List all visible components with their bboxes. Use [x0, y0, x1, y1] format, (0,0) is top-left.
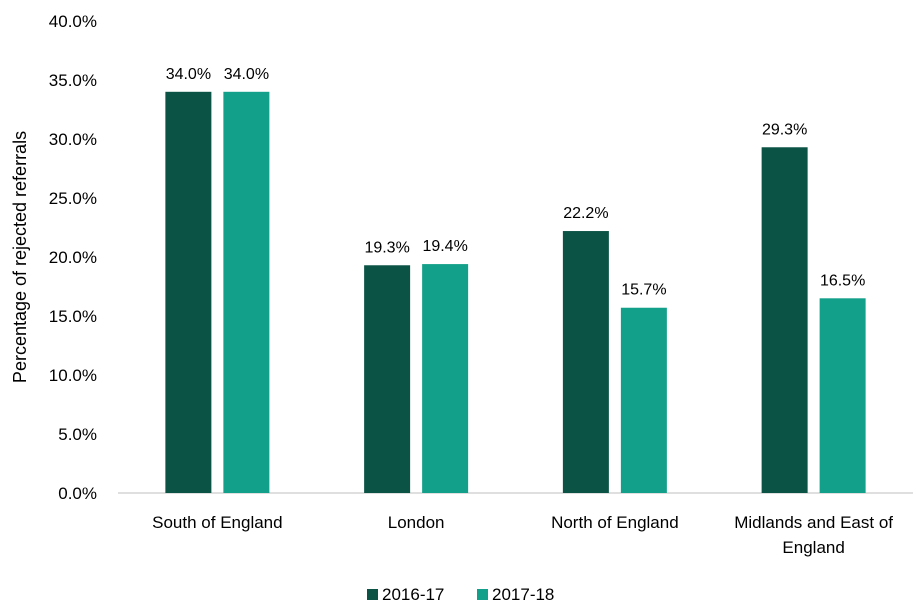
- bar: [165, 91, 212, 494]
- y-axis-ticks: 0.0% 5.0% 10.0% 15.0% 20.0% 25.0% 30.0% 35.0% 40…: [49, 12, 97, 503]
- data-label: 15.7%: [621, 282, 666, 299]
- x-tick-label: North of England: [551, 513, 679, 532]
- x-tick-label: South of England: [152, 513, 282, 532]
- bar: [761, 147, 808, 493]
- y-tick-label: 35.0%: [49, 71, 97, 90]
- data-label: 19.3%: [364, 239, 409, 256]
- y-tick-label: 15.0%: [49, 307, 97, 326]
- x-tick-label: London: [388, 513, 445, 532]
- data-label: 22.2%: [563, 205, 608, 222]
- data-label: 34.0%: [166, 66, 211, 83]
- y-tick-label: 25.0%: [49, 189, 97, 208]
- y-tick-label: 20.0%: [49, 248, 97, 267]
- data-label: 19.4%: [422, 238, 467, 255]
- legend-label: 2016-17: [382, 585, 444, 604]
- bars: [165, 91, 866, 494]
- bar: [620, 307, 667, 493]
- y-tick-label: 0.0%: [58, 484, 97, 503]
- y-tick-label: 40.0%: [49, 12, 97, 31]
- legend: 2016-17 2017-18: [367, 585, 554, 604]
- x-tick-label: Midlands and East of: [734, 513, 893, 532]
- data-label: 34.0%: [224, 66, 269, 83]
- bar: [819, 298, 866, 493]
- data-label: 16.5%: [820, 272, 865, 289]
- y-tick-label: 10.0%: [49, 366, 97, 385]
- data-labels: 34.0% 34.0% 19.3% 19.4% 22.2% 15.7% 29.3% 16.5%: [166, 66, 866, 299]
- legend-swatch: [367, 589, 378, 600]
- y-tick-label: 5.0%: [58, 425, 97, 444]
- data-label: 29.3%: [762, 121, 807, 138]
- bar: [364, 265, 411, 493]
- y-tick-label: 30.0%: [49, 130, 97, 149]
- category-labels: South of England London North of England Mi…: [152, 513, 893, 557]
- bar: [562, 231, 609, 494]
- legend-swatch: [477, 589, 488, 600]
- y-axis-title: Percentage of rejected referrals: [10, 131, 30, 383]
- legend-label: 2017-18: [492, 585, 554, 604]
- bar: [223, 91, 270, 494]
- x-tick-label: England: [782, 538, 844, 557]
- bar: [422, 264, 469, 493]
